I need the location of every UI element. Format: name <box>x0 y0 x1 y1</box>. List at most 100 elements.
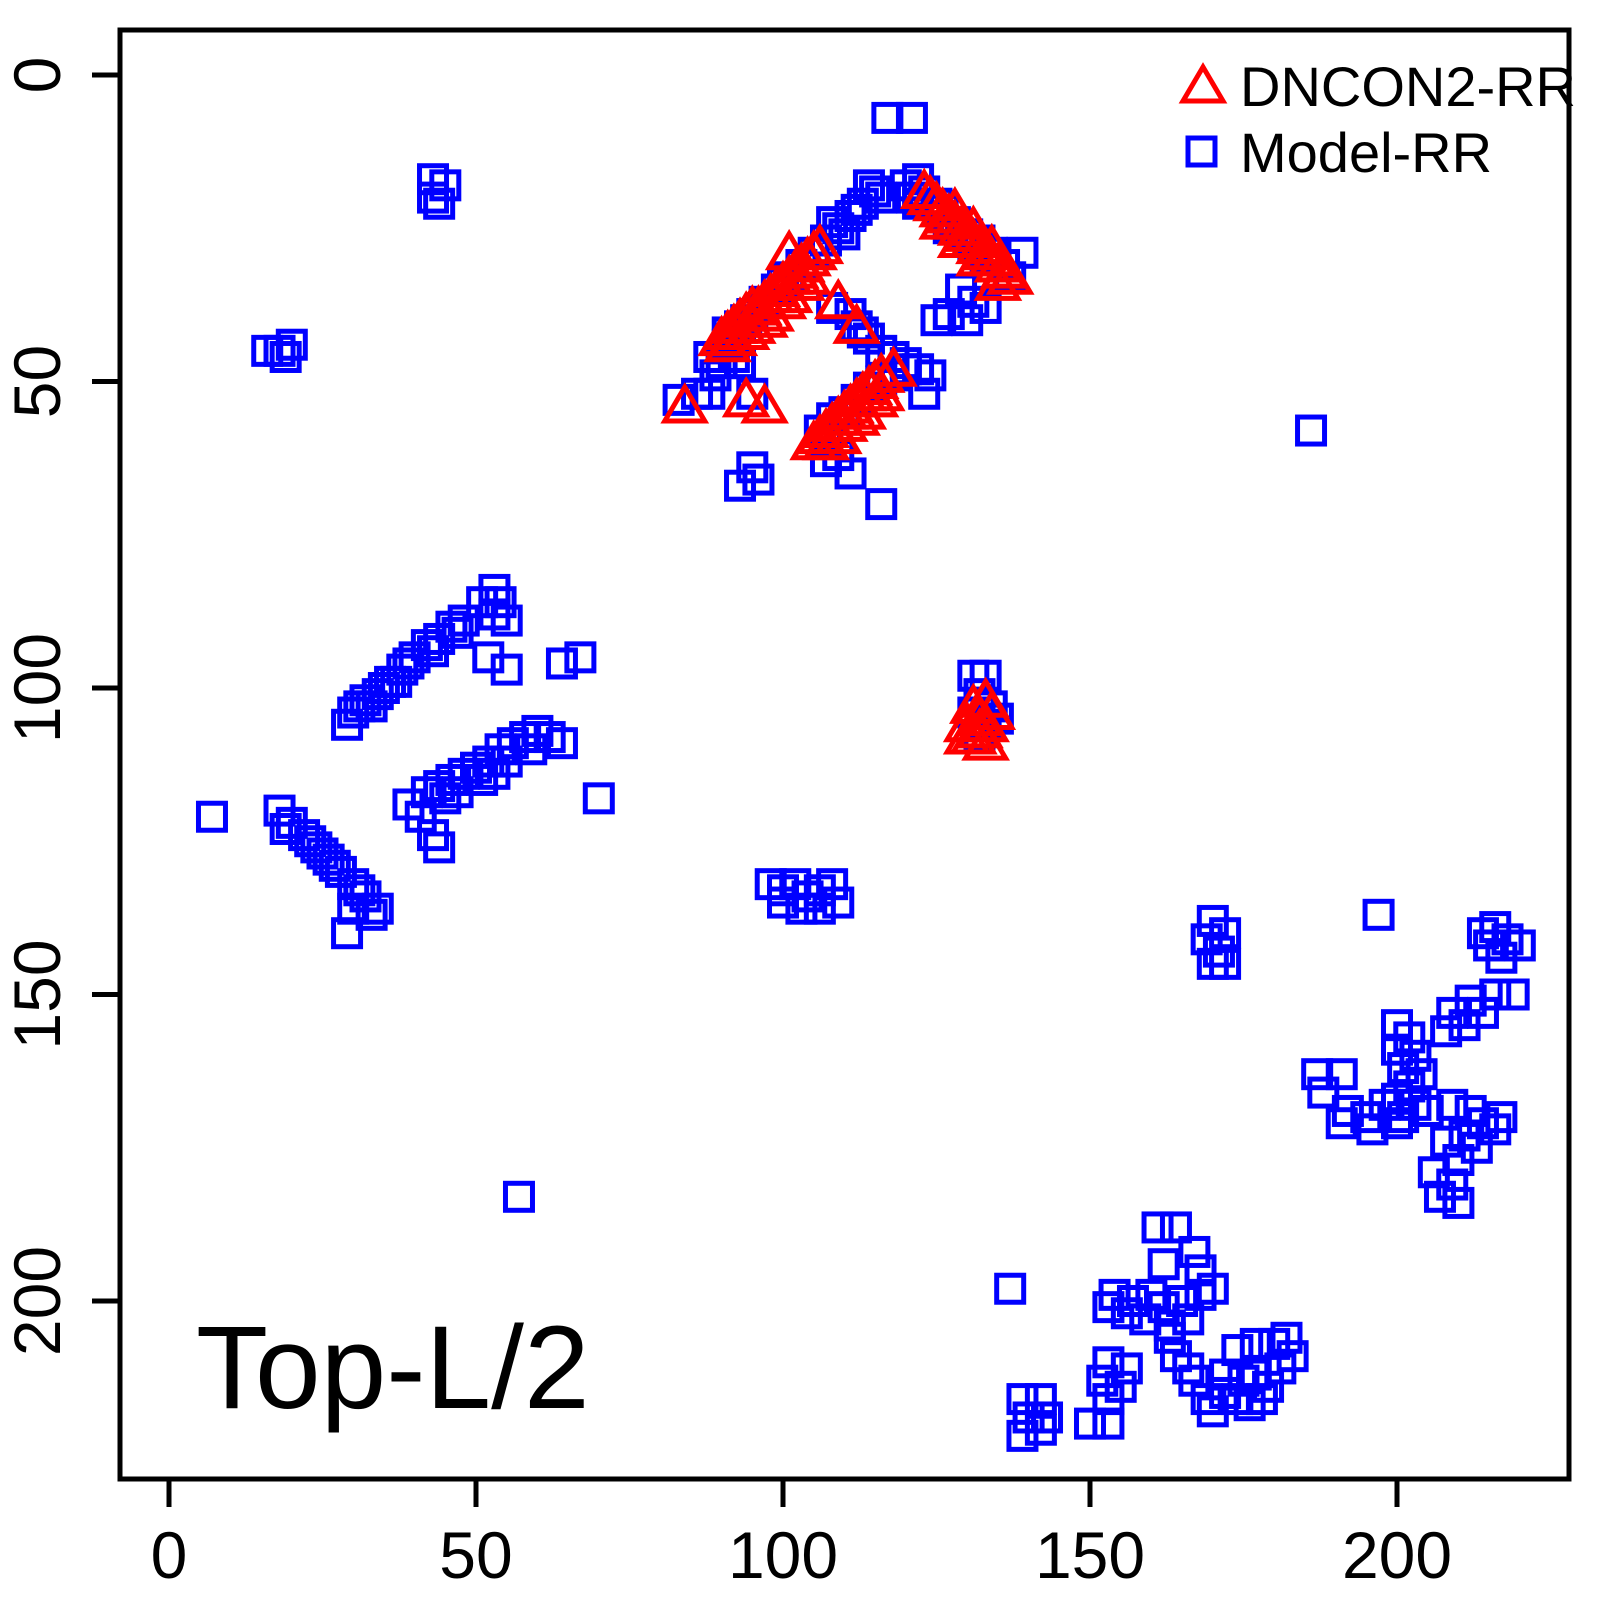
x-tick-label: 0 <box>151 1518 188 1592</box>
dncon2-rr-point <box>740 382 789 424</box>
model-rr-point <box>502 1180 535 1213</box>
model-rr-point <box>1325 1058 1358 1091</box>
model-rr-point <box>423 831 456 864</box>
model-rr-point <box>785 892 818 925</box>
model-rr-point <box>1245 1383 1278 1416</box>
model-rr-point <box>1086 1364 1119 1397</box>
legend-label-model-rr: Model-RR <box>1240 121 1492 184</box>
model-rr-point <box>1147 1248 1180 1281</box>
model-rr-point <box>1485 941 1518 974</box>
model-rr-point <box>1270 1321 1303 1354</box>
y-tick-label: 200 <box>0 1246 74 1356</box>
model-rr-point <box>355 690 388 723</box>
model-rr-point <box>1485 1101 1518 1134</box>
legend-marker-triangle-icon <box>1178 62 1228 104</box>
legend-marker-square-icon <box>1185 135 1218 168</box>
model-rr-point <box>1362 898 1395 931</box>
model-rr-point <box>1092 1291 1125 1324</box>
model-rr-point <box>724 469 757 502</box>
model-rr-point <box>1497 978 1530 1011</box>
model-rr-point <box>1031 1401 1064 1434</box>
model-rr-point <box>1436 1088 1469 1121</box>
model-rr-point <box>1092 1407 1125 1440</box>
model-rr-point <box>969 659 1002 692</box>
model-rr-point <box>1264 1352 1297 1385</box>
model-rr-point <box>865 488 898 521</box>
annotation-top-l2: Top-L/2 <box>196 1302 590 1434</box>
model-rr-point <box>1387 1052 1420 1085</box>
model-rr-point <box>859 175 892 208</box>
dncon2-rr-point <box>721 308 771 350</box>
model-rr-point <box>693 377 726 410</box>
dncon2-rr-point <box>942 713 992 755</box>
x-tick-label: 50 <box>439 1518 512 1592</box>
model-rr-point <box>1442 1186 1475 1219</box>
model-rr-point <box>1423 1180 1456 1213</box>
model-rr-point <box>564 641 597 674</box>
model-rr-point <box>1209 947 1242 980</box>
model-rr-point <box>742 463 775 496</box>
x-tick-label: 200 <box>1342 1518 1452 1592</box>
dncon2-rr-point <box>703 320 753 363</box>
model-rr-point <box>1307 1076 1340 1109</box>
model-rr-point <box>920 304 953 337</box>
model-rr-point <box>908 377 941 410</box>
model-rr-point <box>331 708 364 741</box>
dncon2-rr-point <box>955 234 1004 277</box>
dncon2-rr-point <box>795 222 845 265</box>
dncon2-rr-point <box>961 676 1010 718</box>
model-rr-point <box>423 187 456 220</box>
dncon2-rr-point <box>660 382 710 424</box>
model-rr-point <box>1325 1107 1358 1140</box>
model-rr-point <box>1381 1033 1413 1066</box>
model-rr-point <box>417 635 450 668</box>
model-rr-point <box>895 101 928 134</box>
model-rr-point <box>1141 1211 1174 1244</box>
model-rr-point <box>803 892 836 925</box>
plot-frame <box>117 27 1572 1482</box>
y-tick-label: 100 <box>0 633 74 743</box>
model-rr-point <box>767 886 799 919</box>
legend-label-dncon2-rr: DNCON2-RR <box>1240 55 1576 118</box>
model-rr-point <box>429 782 462 815</box>
dncon2-rr-point <box>948 204 998 246</box>
series-dncon2-rr <box>660 167 1035 761</box>
model-rr-point <box>1209 1376 1242 1409</box>
model-rr-point <box>355 898 388 931</box>
model-rr-point <box>478 757 511 790</box>
x-axis: 0 50 100 150 200 <box>151 1479 1452 1592</box>
model-rr-point <box>545 647 578 680</box>
x-tick-label: 150 <box>1035 1518 1145 1592</box>
dncon2-rr-point <box>869 345 918 387</box>
dncon2-rr-point <box>813 277 863 320</box>
model-rr-point <box>490 653 523 686</box>
dncon2-rr-point <box>918 198 968 240</box>
model-rr-point <box>515 733 548 766</box>
model-rr-point <box>994 1272 1027 1305</box>
dncon2-rr-point <box>973 259 1023 301</box>
dncon2-rr-point <box>832 302 882 344</box>
model-rr-point <box>1006 1383 1039 1416</box>
model-rr-point <box>380 665 413 698</box>
model-rr-point <box>1006 1419 1039 1452</box>
model-rr-point <box>1209 917 1242 950</box>
model-rr-point <box>1430 1015 1463 1048</box>
model-rr-point <box>1356 1113 1389 1146</box>
model-rr-point <box>951 304 984 337</box>
model-rr-point <box>1196 1272 1229 1305</box>
dncon2-rr-point <box>850 375 900 418</box>
model-rr-point <box>545 727 578 760</box>
model-rr-point <box>1479 978 1512 1011</box>
x-tick-label: 100 <box>728 1518 838 1592</box>
model-rr-point <box>306 837 339 870</box>
model-rr-point <box>331 917 364 950</box>
model-rr-point <box>490 604 523 637</box>
y-tick-label: 150 <box>0 939 74 1049</box>
model-rr-point <box>834 457 867 490</box>
dncon2-rr-point <box>899 167 949 209</box>
y-tick-label: 0 <box>0 57 74 94</box>
model-rr-point <box>1074 1407 1106 1440</box>
model-rr-point <box>1178 1235 1211 1268</box>
